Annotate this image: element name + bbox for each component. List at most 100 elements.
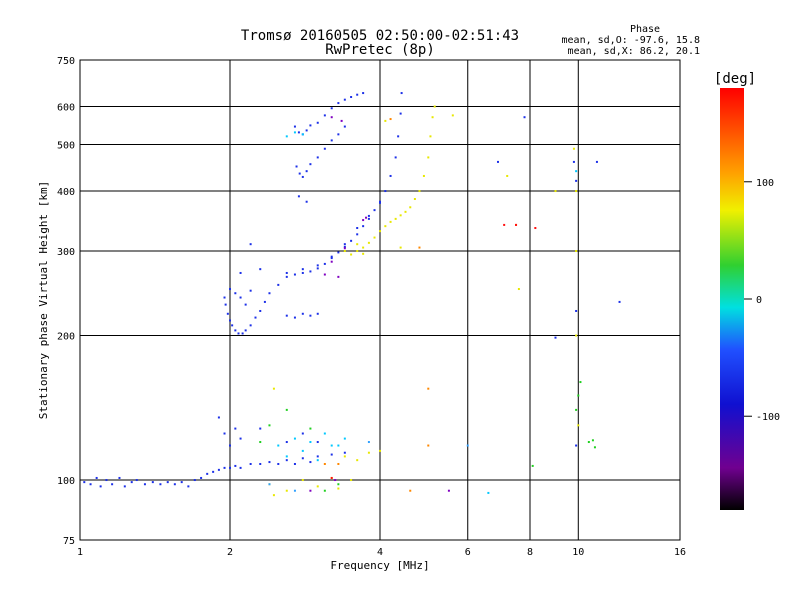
data-point — [301, 479, 304, 482]
data-point — [343, 98, 346, 101]
data-point — [316, 455, 319, 458]
data-point — [309, 427, 312, 430]
data-point — [389, 174, 392, 177]
data-point — [400, 92, 403, 95]
data-point — [447, 489, 450, 492]
data-point — [506, 174, 509, 177]
y-tick-label: 750 — [57, 56, 75, 67]
data-point — [496, 160, 499, 163]
data-point — [295, 165, 298, 168]
data-point — [244, 303, 247, 306]
data-point — [234, 292, 237, 295]
colorbar-tick-label: 100 — [756, 178, 774, 189]
data-point — [554, 336, 557, 339]
data-point — [418, 190, 421, 193]
data-point — [244, 329, 247, 332]
data-point — [259, 309, 262, 312]
data-point — [99, 485, 102, 488]
y-tick-label: 75 — [63, 536, 75, 547]
data-point — [517, 288, 520, 291]
data-point — [422, 174, 425, 177]
data-point — [249, 243, 252, 246]
data-point — [330, 476, 333, 479]
data-point — [330, 444, 333, 447]
data-point — [316, 459, 319, 462]
data-point — [595, 160, 598, 163]
data-point — [316, 267, 319, 270]
data-point — [309, 163, 312, 166]
data-point — [330, 116, 333, 119]
data-point — [379, 230, 381, 233]
data-point — [362, 225, 365, 228]
data-point — [343, 247, 346, 250]
chart-subtitle: RwPretec (8p) — [325, 42, 435, 58]
y-tick-label: 500 — [57, 141, 75, 152]
data-point — [365, 216, 368, 219]
data-point — [237, 332, 240, 335]
data-point — [305, 170, 308, 173]
data-point — [350, 479, 353, 482]
data-point — [285, 459, 288, 462]
y-tick-label: 300 — [57, 247, 75, 258]
data-point — [409, 206, 412, 209]
data-points — [83, 92, 621, 497]
data-point — [337, 483, 340, 486]
data-point — [95, 476, 98, 479]
data-point — [223, 466, 226, 469]
data-point — [285, 271, 288, 274]
y-axis-label: Stationary phase Virtual Height [km] — [37, 181, 50, 419]
data-point — [451, 114, 454, 117]
data-point — [224, 303, 227, 306]
x-tick-label: 8 — [527, 547, 533, 558]
data-point — [229, 288, 231, 291]
data-point — [431, 116, 434, 119]
data-point — [323, 432, 326, 435]
data-point — [587, 441, 590, 444]
data-point — [293, 462, 296, 465]
data-point — [337, 444, 340, 447]
data-point — [572, 147, 575, 150]
data-point — [83, 481, 86, 484]
data-point — [223, 432, 226, 435]
data-point — [173, 483, 176, 486]
data-point — [180, 481, 183, 484]
data-point — [413, 198, 416, 201]
data-point — [166, 481, 169, 484]
x-tick-label: 10 — [572, 547, 584, 558]
data-point — [367, 241, 370, 244]
data-point — [259, 268, 262, 271]
data-point — [229, 466, 231, 469]
data-point — [239, 296, 242, 299]
data-point — [305, 129, 308, 132]
data-point — [330, 260, 333, 263]
data-point — [301, 133, 304, 136]
data-point — [575, 309, 578, 312]
data-point — [135, 479, 138, 482]
data-point — [356, 227, 359, 230]
data-point — [337, 487, 340, 490]
data-point — [268, 483, 271, 486]
data-point — [384, 119, 387, 122]
data-point — [384, 190, 387, 193]
data-point — [429, 135, 432, 138]
data-point — [356, 233, 359, 236]
data-point — [268, 461, 271, 464]
data-point — [217, 416, 220, 419]
data-point — [373, 236, 376, 239]
data-point — [298, 172, 301, 175]
colorbar-ticks: 100 0 -100 — [744, 178, 780, 423]
data-point — [389, 118, 392, 121]
data-point — [337, 251, 340, 254]
data-point — [404, 210, 407, 213]
data-point — [591, 439, 594, 442]
data-point — [193, 479, 196, 482]
x-tick-label: 4 — [377, 547, 383, 558]
data-point — [285, 408, 288, 411]
data-point — [367, 217, 370, 220]
data-point — [234, 427, 237, 430]
data-point — [249, 289, 252, 292]
data-point — [259, 462, 262, 465]
data-point — [259, 441, 262, 444]
data-point — [418, 246, 421, 249]
data-point — [309, 461, 312, 464]
